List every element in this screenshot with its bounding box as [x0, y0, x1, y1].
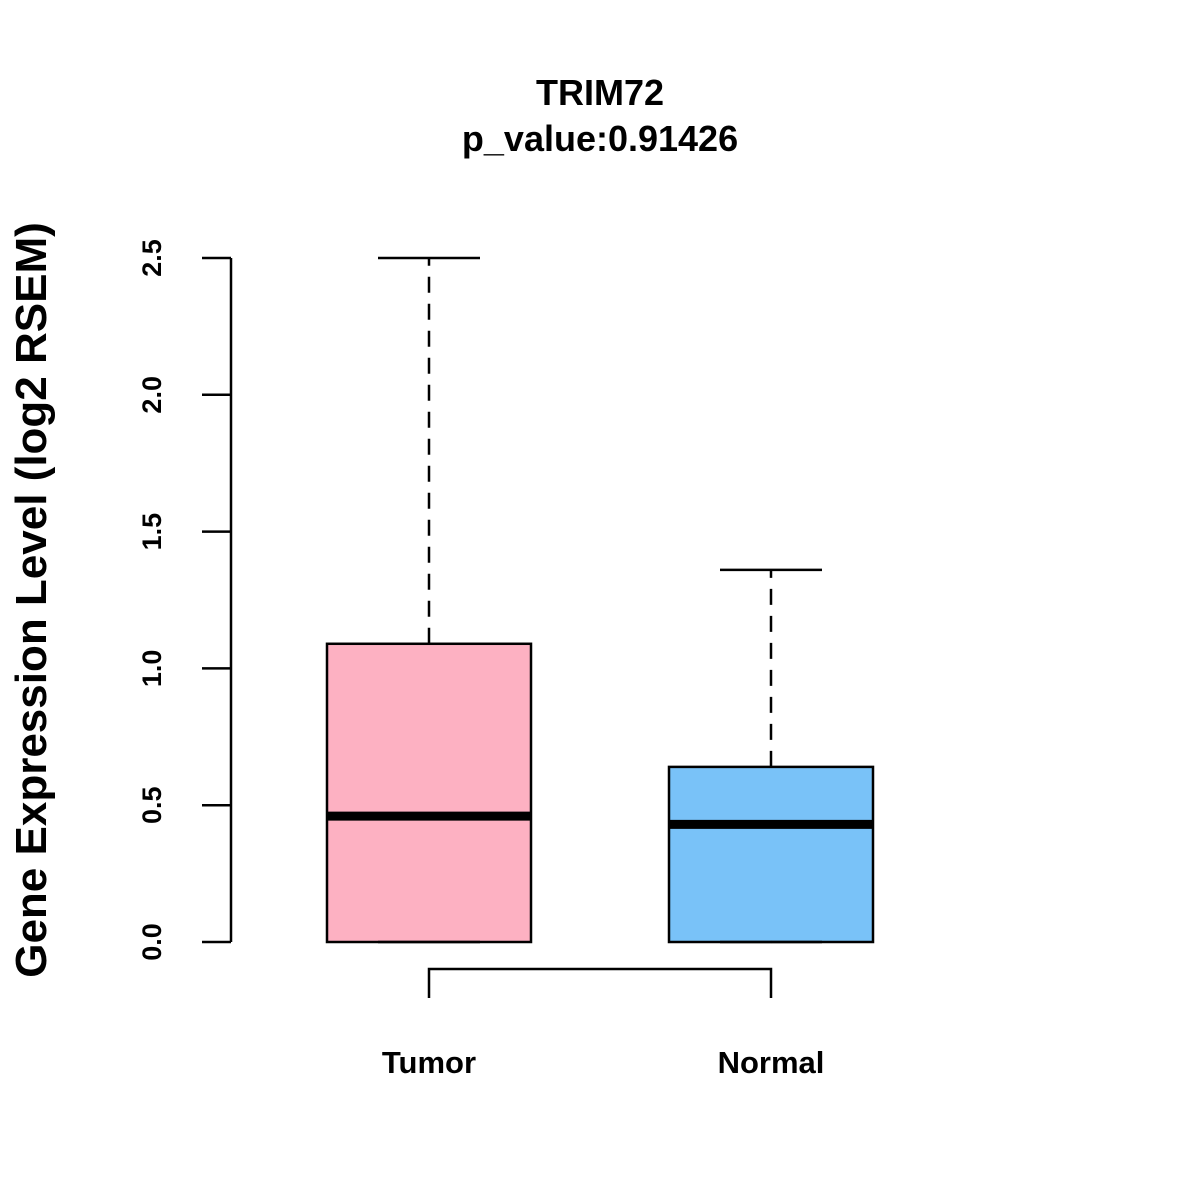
category-label-normal: Normal — [718, 1045, 825, 1080]
category-label-tumor: Tumor — [382, 1045, 476, 1080]
box-body — [667, 765, 875, 944]
chart-subtitle: p_value:0.91426 — [462, 118, 738, 159]
box-body — [325, 642, 533, 944]
y-axis-label: Gene Expression Level (log2 RSEM) — [7, 222, 56, 978]
y-tick-label: 0.5 — [137, 786, 167, 824]
y-tick-label: 0.0 — [137, 923, 167, 961]
y-tick-label: 2.0 — [137, 376, 167, 414]
box-tumor — [325, 256, 533, 944]
y-tick-label: 1.0 — [137, 650, 167, 688]
bracket-line — [427, 967, 773, 998]
y-axis: 0.0 0.5 1.0 1.5 2.0 2.5 — [137, 239, 233, 961]
y-tick-label: 1.5 — [137, 513, 167, 551]
category-labels: Tumor Normal — [382, 1045, 824, 1080]
boxes — [325, 256, 875, 944]
y-tick-label: 2.5 — [137, 239, 167, 277]
chart-title: TRIM72 — [536, 72, 664, 113]
comparison-bracket — [427, 967, 773, 998]
box-normal — [667, 568, 875, 944]
